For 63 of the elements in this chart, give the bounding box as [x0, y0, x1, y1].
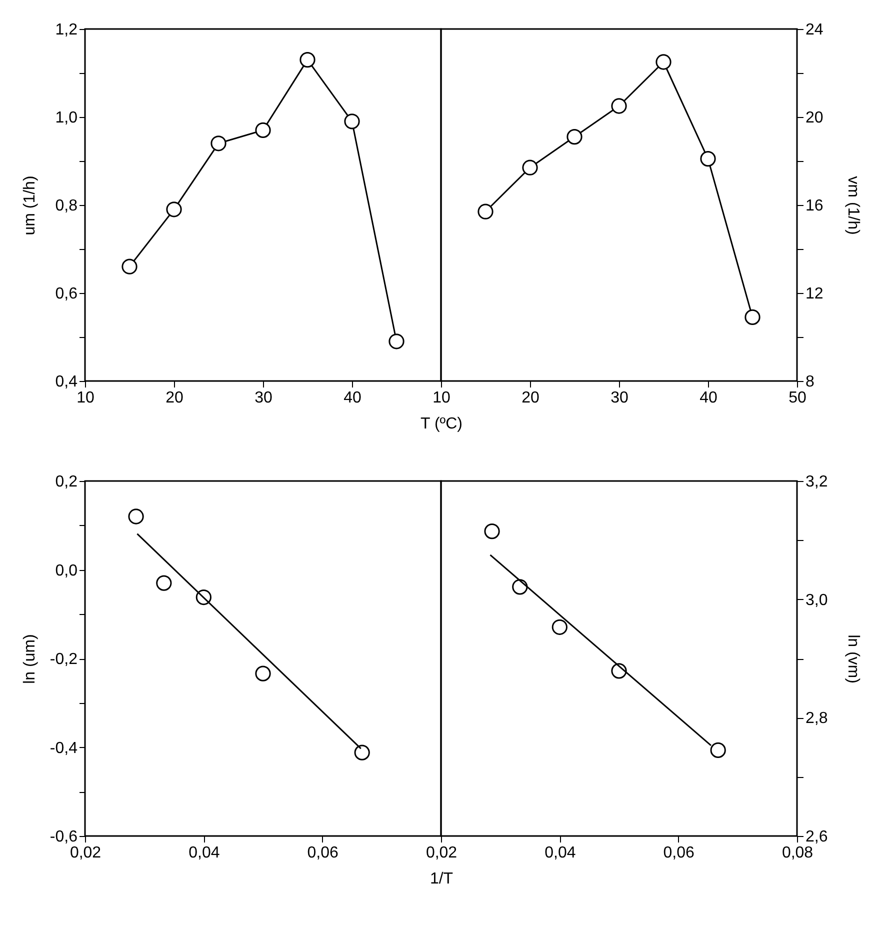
x-tick-label: 10 [432, 390, 450, 406]
x-axis-title: T (ºC) [420, 416, 462, 432]
x-tick-label: 20 [166, 390, 184, 406]
x-tick-label: 0,02 [70, 844, 102, 862]
point [700, 150, 716, 167]
point [210, 136, 226, 152]
point [484, 523, 500, 540]
point [710, 742, 726, 758]
y-axis-title: ln (um) [22, 634, 38, 684]
point [255, 666, 271, 682]
x-tick-label: 0,02 [426, 844, 458, 862]
x-tick-label: 0,08 [782, 844, 814, 862]
point [122, 258, 138, 274]
x-tick-label: 0,06 [307, 844, 339, 862]
point [512, 579, 528, 595]
y2-tick-label: 16 [806, 198, 824, 214]
y2-tick-label: 3,0 [806, 592, 828, 609]
point [255, 122, 271, 138]
y2-tick-label: 3,2 [806, 474, 828, 490]
x-tick-label: 50 [788, 390, 806, 406]
y2-tick-label: 2,6 [806, 828, 828, 846]
y2-axis-title: vm (1/h) [844, 176, 862, 235]
x-tick-label: 20 [522, 390, 540, 406]
point [611, 98, 627, 114]
y2-axis-title: ln (vm) [844, 634, 862, 684]
point [128, 508, 144, 524]
x-tick-label: 40 [344, 390, 362, 406]
y2-tick-label: 24 [806, 22, 824, 38]
point [300, 52, 316, 68]
x-tick-label: 0,06 [663, 844, 695, 862]
y-tick-label: 0,6 [55, 286, 78, 302]
point [344, 114, 360, 130]
point [388, 334, 404, 350]
y-axis-title: um (1/h) [22, 176, 38, 236]
point [566, 128, 582, 145]
y2-tick-label: 2,8 [806, 710, 828, 728]
x-tick-label: 0,04 [188, 844, 220, 862]
y-tick-label: 1,2 [55, 22, 78, 38]
y-tick-label: -0,2 [50, 651, 78, 668]
y-tick-label: -0,4 [50, 740, 78, 757]
point [166, 202, 182, 218]
x-tick-label: 30 [254, 390, 272, 406]
y-tick-label: 0,4 [55, 374, 78, 390]
x-tick-label: 40 [700, 390, 718, 406]
y2-tick-label: 20 [806, 110, 824, 126]
y-tick-label: 0,2 [55, 474, 78, 490]
x-tick-label: 30 [610, 390, 628, 406]
point [522, 160, 538, 176]
y-tick-label: 0,0 [55, 562, 78, 580]
point [354, 744, 370, 760]
x-tick-label: 0,04 [544, 844, 576, 862]
point [478, 204, 494, 220]
point [156, 575, 172, 591]
point [744, 309, 760, 326]
y-tick-label: -0,6 [50, 828, 78, 846]
point [552, 619, 568, 635]
y2-tick-label: 12 [806, 286, 824, 302]
y-tick-label: 0,8 [55, 198, 78, 214]
x-axis-title: 1/T [430, 870, 454, 888]
y-tick-label: 1,0 [55, 110, 78, 126]
x-tick-label: 10 [76, 390, 94, 406]
y2-tick-label: 8 [806, 374, 814, 390]
point [656, 54, 672, 70]
